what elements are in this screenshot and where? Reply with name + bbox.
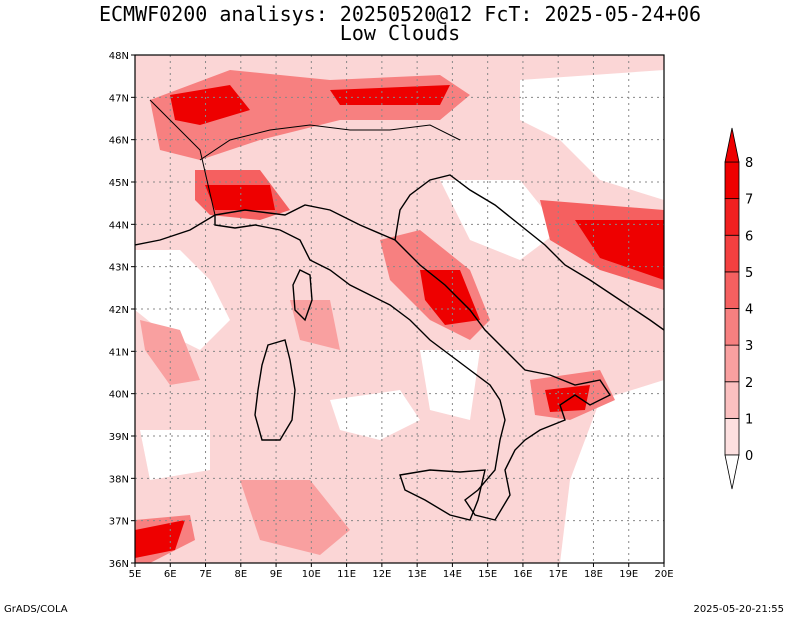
adriatic-coastline <box>394 174 664 331</box>
colorbar-label: 4 <box>745 303 753 318</box>
lat-tick-label: 37N <box>109 517 129 528</box>
clear-area <box>560 380 664 563</box>
clear-area <box>520 70 664 200</box>
clear-area <box>420 350 480 420</box>
lat-tick-label: 36N <box>109 559 129 570</box>
lat-tick-label: 46N <box>109 136 129 147</box>
colorbar-label: 8 <box>745 156 753 171</box>
cloud-zone <box>290 300 340 350</box>
lat-tick-label: 41N <box>109 347 129 358</box>
alpine-border <box>199 124 461 161</box>
lat-tick-label: 48N <box>109 51 129 62</box>
lon-tick-label: 19E <box>619 569 638 580</box>
lon-tick-label: 15E <box>478 569 497 580</box>
colorbar-segment <box>724 344 740 383</box>
colorbar-label: 5 <box>745 266 753 281</box>
dense-cloud <box>330 85 450 105</box>
axis-ticks: 5E 6E 7E 8E 9E 10E 11E 12E 13E 14E 15E 16E 17E 18E 19E… <box>109 51 674 580</box>
lat-tick-label: 39N <box>109 432 129 443</box>
lon-tick-label: 10E <box>302 569 321 580</box>
colorbar-label: 0 <box>745 449 753 464</box>
lon-tick-label: 18E <box>584 569 603 580</box>
lon-tick-label: 16E <box>513 569 532 580</box>
lat-tick-label: 44N <box>109 220 129 231</box>
footer-timestamp: 2025-05-20-21:55 <box>693 604 784 615</box>
lon-tick-label: 12E <box>372 569 391 580</box>
colorbar-segment <box>724 271 740 309</box>
colorbar-label: 1 <box>745 412 753 427</box>
lat-tick-label: 42N <box>109 305 129 316</box>
dense-cloud <box>135 520 185 558</box>
dense-cloud <box>170 85 250 125</box>
lat-tick-label: 43N <box>109 263 129 274</box>
colorbar-label: 7 <box>745 193 753 208</box>
clear-area <box>140 430 210 480</box>
map-subtitle: Low Clouds <box>339 21 461 45</box>
lat-tick-label: 45N <box>109 178 129 189</box>
colorbar-segment <box>724 381 740 419</box>
france-coastline <box>135 214 216 246</box>
colorbar-segment <box>724 234 740 273</box>
sicily-coastline <box>399 469 486 521</box>
coastlines <box>135 99 664 521</box>
colorbar: 0 1 2 3 4 5 6 7 8 <box>724 127 753 490</box>
colorbar-segment <box>724 198 740 236</box>
cloud-zone <box>140 320 200 385</box>
corsica-coastline <box>292 269 313 322</box>
footer-credit: GrADS/COLA <box>4 604 68 615</box>
grid-lines <box>135 55 664 563</box>
dense-cloud <box>575 220 664 280</box>
lon-tick-label: 14E <box>443 569 462 580</box>
lon-tick-label: 7E <box>199 569 212 580</box>
colorbar-label: 3 <box>745 339 753 354</box>
dense-cloud <box>205 185 275 210</box>
lon-tick-label: 13E <box>408 569 427 580</box>
sardinia-coastline <box>254 339 296 441</box>
lon-tick-label: 6E <box>164 569 177 580</box>
colorbar-label: 2 <box>745 376 753 391</box>
colorbar-label: 6 <box>745 229 753 244</box>
lon-tick-label: 8E <box>234 569 247 580</box>
colorbar-max-arrow <box>724 127 740 163</box>
colorbar-segment <box>724 417 740 456</box>
dense-cloud <box>545 385 590 412</box>
cloud-zone <box>240 480 350 555</box>
dense-cloud <box>420 270 480 325</box>
colorbar-segment <box>724 308 740 346</box>
lat-tick-label: 47N <box>109 93 129 104</box>
lat-tick-label: 38N <box>109 474 129 485</box>
colorbar-segment <box>724 161 740 200</box>
map-title: ECMWF0200 analisys: 20250520@12 FcT: 202… <box>98 2 702 26</box>
clear-area <box>330 390 420 440</box>
western-border <box>149 99 216 216</box>
italy-coastline <box>214 204 612 521</box>
lon-tick-label: 17E <box>549 569 568 580</box>
lat-tick-label: 40N <box>109 390 129 401</box>
lon-tick-label: 20E <box>654 569 673 580</box>
lon-tick-label: 11E <box>337 569 356 580</box>
clear-area <box>440 180 560 260</box>
lon-tick-label: 5E <box>129 569 142 580</box>
lon-tick-label: 9E <box>270 569 283 580</box>
colorbar-min-arrow <box>724 454 740 490</box>
